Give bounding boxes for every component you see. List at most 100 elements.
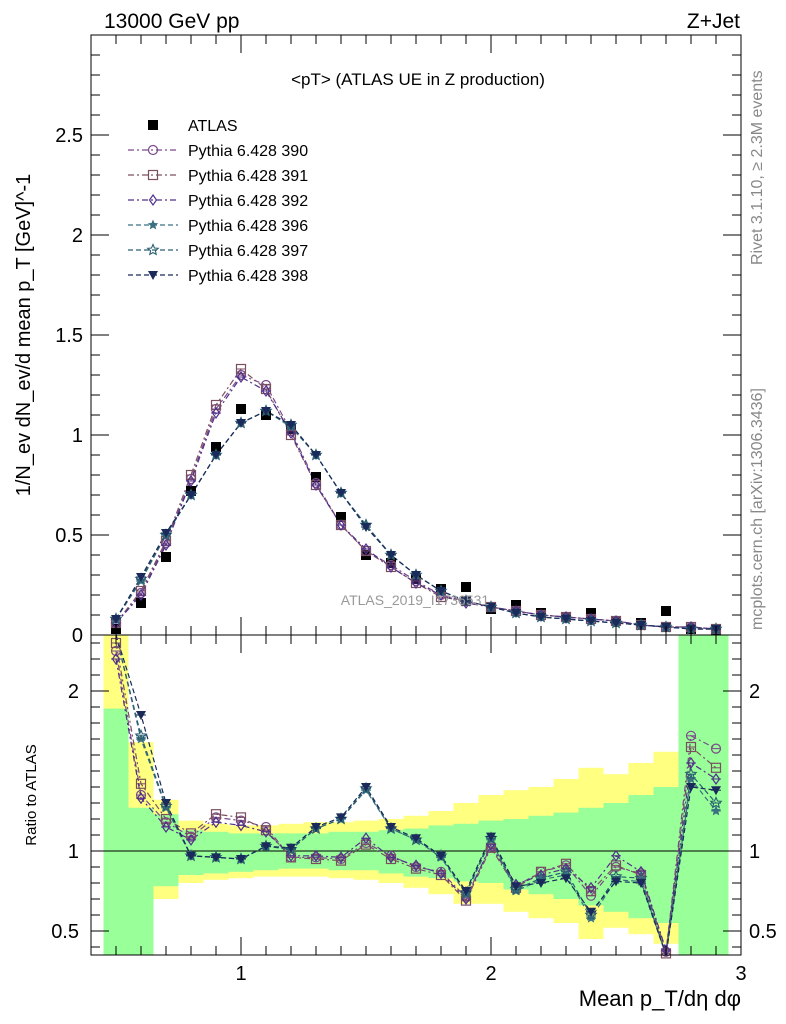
data-point-3-1 [136,588,146,602]
ratio-y-tick-label-left: 2 [68,681,79,703]
process-label: Z+Jet [687,10,740,33]
data-point-2-4 [210,399,222,411]
data-point-6-5 [236,419,246,428]
ratio-point-1-13 [435,869,447,881]
data-point-0-5 [236,404,246,414]
data-point-6-12 [411,571,421,580]
mcplots-label: mcplots.cern.ch [arXiv:1306.3436] [749,388,766,630]
x-tick-label: 3 [735,963,746,985]
ratio-point-5-23 [686,783,696,792]
ratio-y-tick-label-left: 0.5 [51,921,79,943]
data-point-6-15 [486,603,496,612]
data-point-6-17 [536,613,546,622]
series-line-1 [115,374,717,630]
data-point-3-7 [286,426,296,440]
data-point-0-14 [461,582,471,592]
legend-marker-3 [148,193,158,207]
series-line-2 [115,368,717,630]
ratio-point-4-1 [134,728,148,742]
data-point-6-13 [436,587,446,596]
ratio-point-2-3 [186,833,196,846]
ratio-point-1-9 [335,855,347,866]
ratio-point-5-12 [411,834,421,844]
y-tick-label: 0 [72,625,83,647]
data-point-0-1 [136,598,146,608]
data-point-3-5 [236,370,246,384]
stat-band-bin [603,803,629,912]
ratio-point-1-19 [585,885,597,897]
main-marks [109,363,723,636]
ratio-point-2-8 [311,849,321,862]
ratio-point-1-12 [410,863,422,874]
data-point-6-4 [211,451,221,460]
ratio-point-1-2 [160,813,172,825]
data-point-3-10 [361,542,371,556]
ratio-point-4-2 [159,799,173,812]
data-point-6-11 [386,551,396,560]
ratio-point-1-11 [385,853,397,865]
ratio-point-0-23 [685,730,697,741]
y-tick-label: 2.5 [55,125,83,147]
y-tick-label: 2 [72,225,83,247]
ratio-point-3-24 [710,805,722,816]
ratio-point-5-1 [136,711,146,720]
data-point-6-0 [111,615,121,624]
ratio-point-5-16 [511,882,521,892]
ratio-point-2-6 [261,825,271,838]
ratio-y-ticks: 0.5 0.5 1 1 2 2 [51,642,777,948]
ratio-marks [110,634,723,959]
ratio-point-5-15 [486,832,496,842]
data-point-1-5 [235,369,247,381]
ratio-point-1-10 [360,839,372,850]
data-point-6-18 [561,615,571,624]
ratio-point-1-23 [685,741,697,753]
ratio-point-5-18 [561,874,571,884]
ratio-point-5-13 [436,851,446,861]
ratio-point-2-11 [386,851,396,864]
ratio-point-2-5 [236,819,246,832]
data-point-3-6 [261,384,271,398]
ratio-point-5-8 [311,823,321,832]
data-point-3-12 [411,576,421,590]
data-point-6-2 [161,529,171,538]
main-panel: ATLAS_2019_I1736531 0 0.5 1 1.5 2 2.5 <pT> (A… [13,34,742,647]
ratio-point-2-20 [611,849,621,862]
legend-label-1: Pythia 6.428 390 [188,143,308,160]
data-point-0-4 [211,442,221,452]
ratio-point-2-4 [211,816,221,829]
main-y-axis-label: 1/N_ev dN_ev/d mean p_T [GeV]^-1 [13,174,35,497]
legend: ATLAS Pythia 6.428 390 Pythia 6.428 391 Pyt… [128,118,308,285]
ratio-point-1-8 [310,853,322,865]
data-point-0-22 [661,606,671,616]
legend-label-4: Pythia 6.428 396 [188,218,308,235]
data-point-6-3 [186,491,196,500]
data-point-0-8 [311,472,321,482]
ratio-point-5-11 [386,823,396,832]
ratio-point-0-0 [110,645,122,657]
ratio-point-1-24 [710,762,722,773]
x-axis-label: Mean p_T/dη dφ [579,986,741,1011]
stat-band-bin [578,807,604,906]
ratio-point-1-7 [285,852,297,863]
ratio-point-5-19 [586,907,596,917]
ratio-point-3-23 [685,773,697,784]
ratio-point-4-16 [509,882,523,895]
ratio-point-5-3 [186,851,196,861]
data-point-0-2 [161,552,171,562]
stat-band-bin [103,708,129,955]
data-point-6-1 [136,573,146,582]
ratio-point-2-24 [711,772,721,786]
ratio-point-5-10 [361,783,371,792]
legend-marker-4 [147,219,159,230]
legend-marker-1 [147,144,159,156]
x-tick-label: 1 [235,963,246,985]
ratio-point-1-3 [185,828,197,839]
ratio-bands [103,635,729,955]
ratio-point-2-9 [336,851,346,864]
ratio-y-tick-label-right: 2 [749,681,760,703]
data-point-2-5 [235,363,247,375]
legend-label-2: Pythia 6.428 391 [188,168,308,185]
ratio-point-2-10 [361,832,371,845]
ratio-point-5-9 [336,813,346,823]
